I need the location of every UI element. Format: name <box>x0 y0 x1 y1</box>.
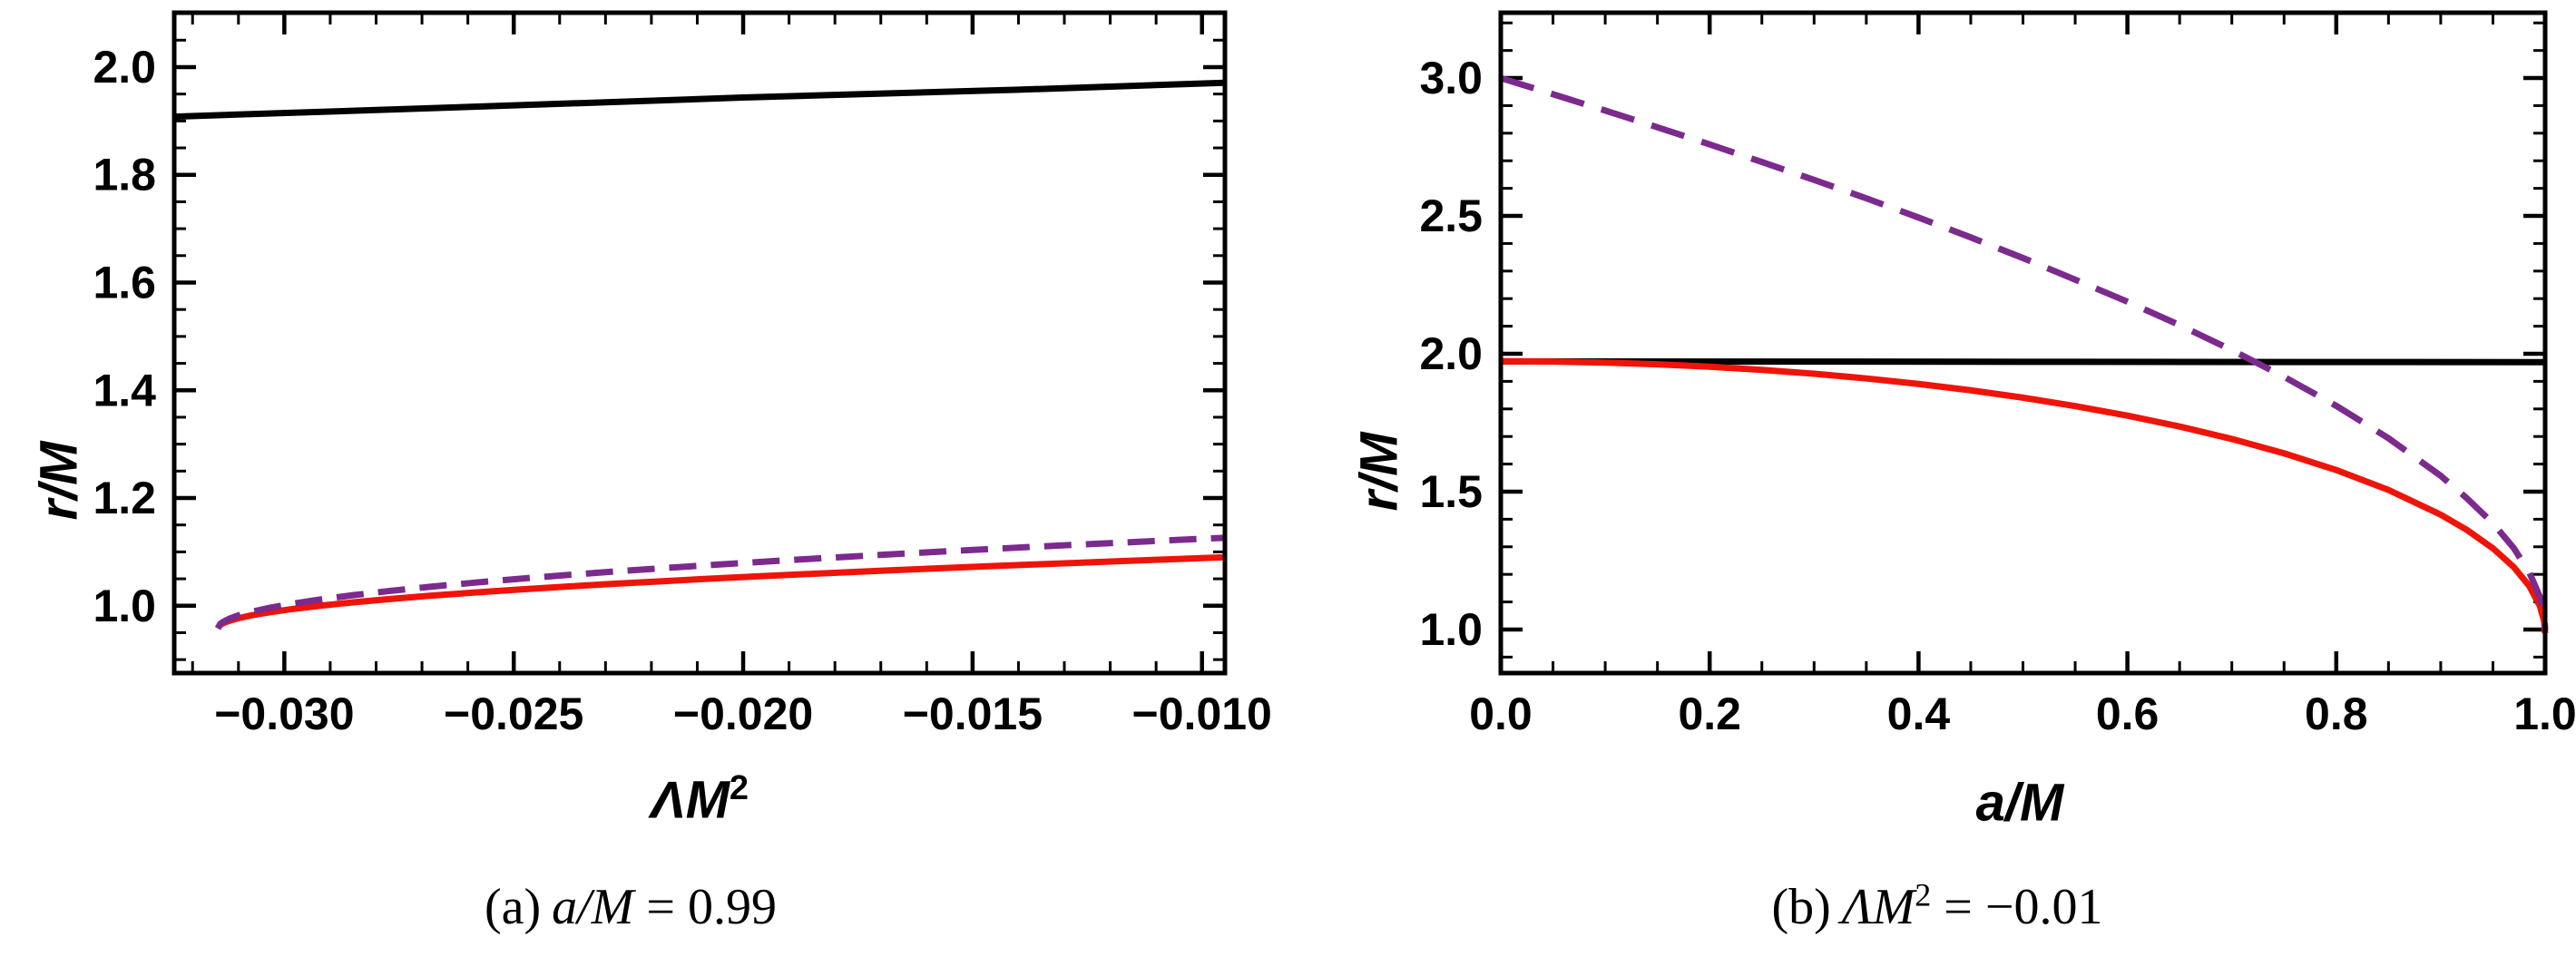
caption-b-exponent: 2 <box>1915 876 1932 913</box>
x-tick-label: −0.020 <box>673 688 813 739</box>
series-black-solid-line <box>1500 357 2546 366</box>
plot-a-caption: (a) a/M = 0.99 <box>485 878 777 936</box>
caption-b-variable: ΛM <box>1841 879 1915 935</box>
series-purple-dashed-curve <box>1499 74 2549 630</box>
plot-b-y-axis-label: r/M <box>1349 433 1410 512</box>
plot-a-xlabel-exponent: 2 <box>729 769 749 808</box>
panel-b: 0.0 0.2 0.4 0.6 0.8 1.0 1.0 1.5 2.0 2.5 3.0 r/M a/… <box>1288 0 2576 957</box>
caption-a-equals: = <box>646 879 675 935</box>
caption-a-index: (a) <box>485 879 542 935</box>
plot-b-x-axis-label: a/M <box>1976 773 2064 834</box>
caption-a-value: 0.99 <box>687 879 777 935</box>
y-tick-label: 1.0 <box>93 581 156 631</box>
series-red-solid-curve <box>215 553 1226 630</box>
y-tick-label: 1.6 <box>93 257 156 308</box>
plot-b-caption: (b) ΛM2 = −0.01 <box>1772 878 2103 936</box>
series-red-solid-curve <box>1500 357 2549 634</box>
plot-a-group: −0.030 −0.025 −0.020 −0.015 −0.010 1.0 1.2 1.4 1… <box>93 10 1272 739</box>
plot-b-ylabel-text: r/M <box>1349 432 1409 512</box>
caption-b-value: −0.01 <box>1984 879 2103 935</box>
x-tick-label: 0.8 <box>2305 688 2368 739</box>
y-tick-label: 1.2 <box>93 473 156 523</box>
x-tick-label: 1.0 <box>2513 688 2576 739</box>
x-tick-label: −0.025 <box>444 688 583 739</box>
y-tick-label: 3.0 <box>1419 53 1483 103</box>
y-tick-label: 2.5 <box>1419 190 1483 241</box>
y-tick-label: 1.0 <box>1419 604 1483 655</box>
series-purple-dashed-curve <box>214 534 1226 630</box>
y-tick-label: 1.5 <box>1419 466 1483 517</box>
x-tick-label: −0.010 <box>1132 688 1272 739</box>
plot-a-xlabel-text: ΛM <box>650 770 730 830</box>
x-tick-label: −0.015 <box>903 688 1043 739</box>
y-tick-label: 1.8 <box>93 150 156 200</box>
plot-a-ylabel-text: r/M <box>29 441 89 521</box>
caption-b-equals: = <box>1944 879 1973 935</box>
plot-frame <box>1498 10 2548 676</box>
series-black-solid-line <box>173 79 1226 121</box>
panel-a: −0.030 −0.025 −0.020 −0.015 −0.010 1.0 1.2 1.4 1… <box>29 10 1272 936</box>
y-tick-label: 2.0 <box>1419 328 1483 379</box>
plot-frame <box>171 10 1228 676</box>
plot-a-x-axis-label: ΛM2 <box>651 770 749 831</box>
caption-b-index: (b) <box>1771 879 1831 935</box>
plot-b-xlabel-text: a/M <box>1975 773 2064 833</box>
x-tick-label: 0.6 <box>2096 688 2160 739</box>
plot-a-canvas: −0.030 −0.025 −0.020 −0.015 −0.010 1.0 1.2 1.4 1… <box>93 10 1272 739</box>
plot-b-canvas: 0.0 0.2 0.4 0.6 0.8 1.0 1.0 1.5 2.0 2.5 3.0 <box>1419 10 2576 739</box>
y-tick-label: 1.4 <box>93 365 156 415</box>
x-tick-label: 0.2 <box>1678 688 1741 739</box>
plot-b-group: 0.0 0.2 0.4 0.6 0.8 1.0 1.0 1.5 2.0 2.5 3.0 <box>1419 10 2576 739</box>
x-tick-label: 0.0 <box>1469 688 1533 739</box>
plot-a-y-axis-label: r/M <box>29 442 90 521</box>
x-tick-label: 0.4 <box>1887 688 1951 739</box>
caption-a-variable: a/M <box>552 879 634 935</box>
x-tick-label: −0.030 <box>214 688 354 739</box>
y-tick-label: 2.0 <box>93 42 156 93</box>
